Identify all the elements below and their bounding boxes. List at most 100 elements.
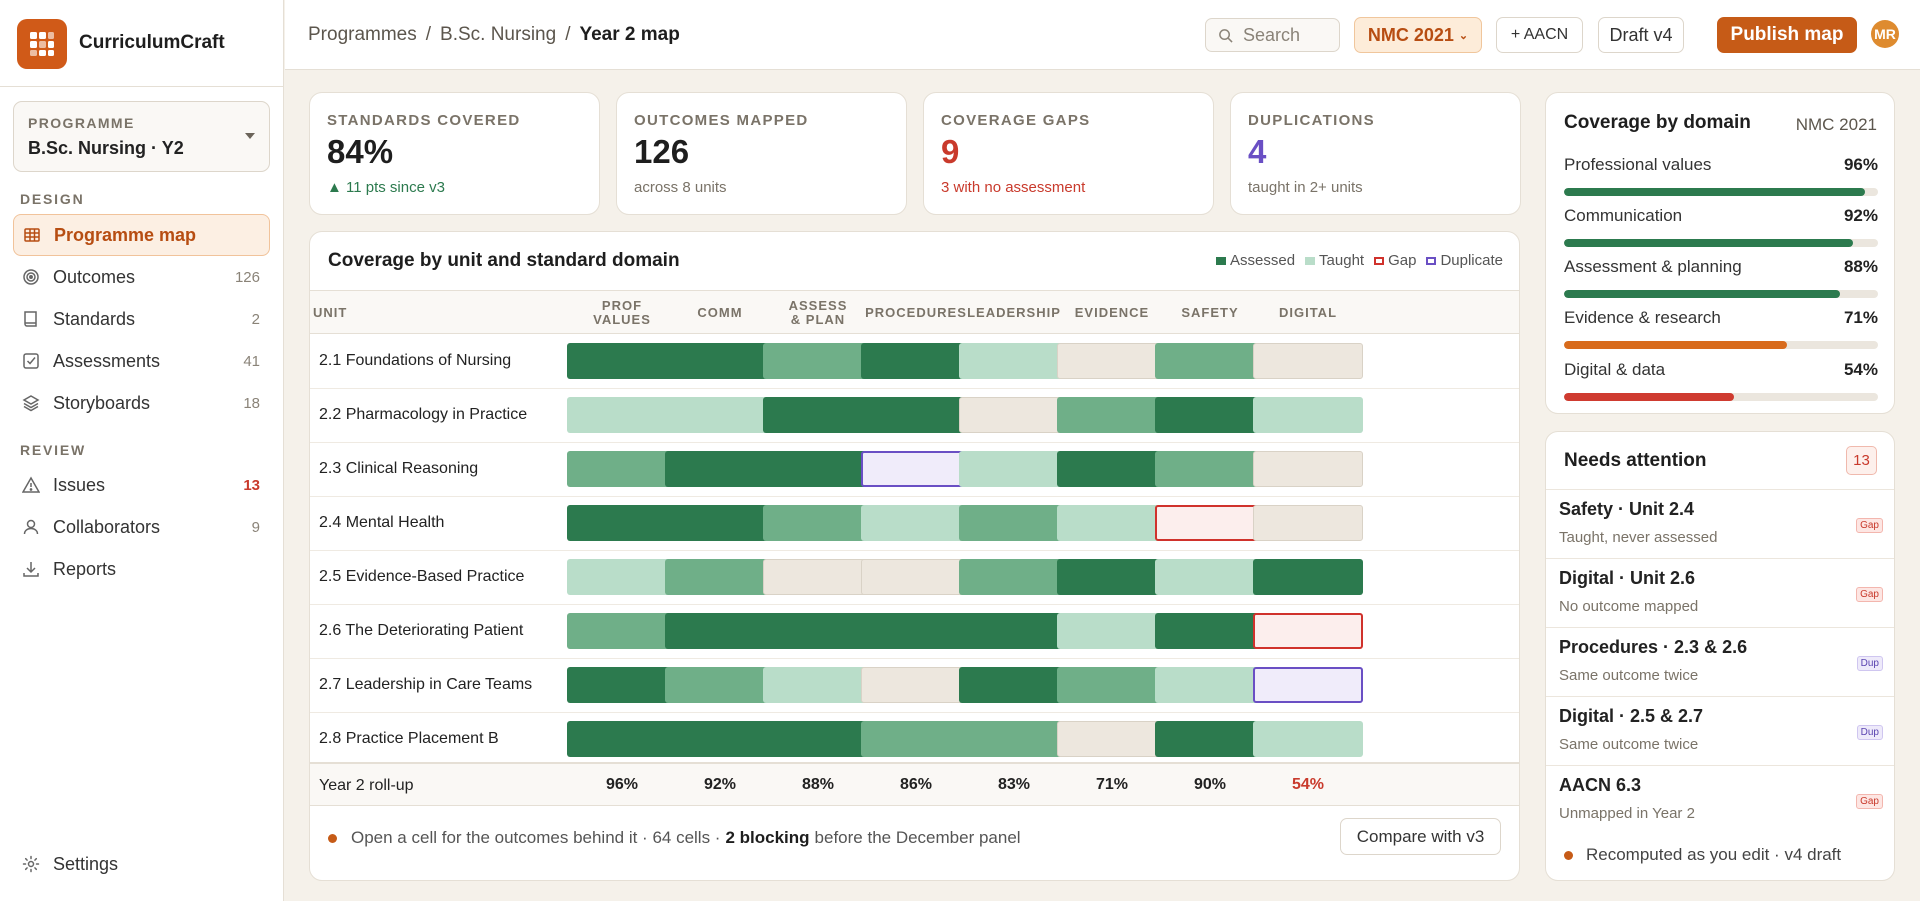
coverage-cell[interactable]: [1155, 343, 1265, 379]
coverage-cell[interactable]: [861, 559, 971, 595]
unit-label[interactable]: 2.3 Clinical Reasoning: [319, 460, 479, 477]
coverage-cell[interactable]: [763, 613, 873, 649]
coverage-cell[interactable]: [1253, 505, 1363, 541]
coverage-cell[interactable]: [665, 667, 775, 703]
coverage-cell[interactable]: [763, 667, 873, 703]
coverage-cell[interactable]: [567, 397, 677, 433]
framework-dropdown[interactable]: NMC 2021 ⌄: [1354, 17, 1482, 53]
compare-with-v3-button[interactable]: Compare with v3: [1340, 818, 1501, 855]
coverage-cell[interactable]: [1253, 613, 1363, 649]
nav-item-reports[interactable]: Reports: [13, 548, 270, 590]
add-aacn-button[interactable]: + AACN: [1496, 17, 1583, 53]
coverage-cell[interactable]: [567, 559, 677, 595]
coverage-cell[interactable]: [1057, 721, 1167, 757]
unit-label[interactable]: 2.1 Foundations of Nursing: [319, 352, 512, 369]
coverage-cell[interactable]: [959, 397, 1069, 433]
coverage-cell[interactable]: [1057, 451, 1167, 487]
coverage-cell[interactable]: [665, 613, 775, 649]
nav-item-assessments[interactable]: Assessments 41: [13, 340, 270, 382]
coverage-cell[interactable]: [959, 667, 1069, 703]
coverage-cell[interactable]: [959, 451, 1069, 487]
nav-item-standards[interactable]: Standards 2: [13, 298, 270, 340]
column-header-prof-values: PROF VALUES: [593, 298, 651, 327]
coverage-cell[interactable]: [1253, 667, 1363, 703]
coverage-cell[interactable]: [665, 397, 775, 433]
nav-item-issues[interactable]: Issues 13: [13, 464, 270, 506]
coverage-bar: [1564, 188, 1878, 196]
coverage-cell[interactable]: [959, 559, 1069, 595]
coverage-cell[interactable]: [567, 505, 677, 541]
coverage-cell[interactable]: [1253, 721, 1363, 757]
unit-label[interactable]: 2.6 The Deteriorating Patient: [319, 622, 524, 639]
attention-item[interactable]: Procedures · 2.3 & 2.6 Same outcome twice…: [1546, 627, 1894, 695]
app-logo[interactable]: [17, 19, 67, 69]
nav-item-outcomes[interactable]: Outcomes 126: [13, 256, 270, 298]
coverage-cell[interactable]: [1155, 397, 1265, 433]
unit-label[interactable]: 2.5 Evidence-Based Practice: [319, 568, 525, 585]
unit-label[interactable]: 2.2 Pharmacology in Practice: [319, 406, 528, 423]
coverage-cell[interactable]: [1155, 721, 1265, 757]
nav-item-collaborators[interactable]: Collaborators 9: [13, 506, 270, 548]
coverage-cell[interactable]: [665, 343, 775, 379]
coverage-cell[interactable]: [1253, 559, 1363, 595]
coverage-cell[interactable]: [861, 451, 971, 487]
coverage-cell[interactable]: [861, 721, 971, 757]
nav-item-settings[interactable]: Settings: [13, 843, 270, 885]
nav-item-programme-map[interactable]: Programme map: [13, 214, 270, 256]
coverage-cell[interactable]: [1155, 667, 1265, 703]
coverage-cell[interactable]: [763, 343, 873, 379]
coverage-cell[interactable]: [1155, 559, 1265, 595]
coverage-cell[interactable]: [1057, 667, 1167, 703]
coverage-cell[interactable]: [1155, 451, 1265, 487]
coverage-cell[interactable]: [1057, 559, 1167, 595]
breadcrumb-bsc-nursing[interactable]: B.Sc. Nursing: [440, 24, 557, 45]
unit-label[interactable]: 2.7 Leadership in Care Teams: [319, 676, 533, 693]
coverage-cell[interactable]: [1253, 343, 1363, 379]
coverage-cell[interactable]: [763, 559, 873, 595]
coverage-cell[interactable]: [665, 451, 775, 487]
coverage-cell[interactable]: [1155, 505, 1265, 541]
coverage-cell[interactable]: [665, 721, 775, 757]
coverage-cell[interactable]: [567, 613, 677, 649]
attention-item[interactable]: Digital · Unit 2.6 No outcome mapped Gap: [1546, 558, 1894, 626]
coverage-cell[interactable]: [763, 451, 873, 487]
unit-label[interactable]: 2.8 Practice Placement B: [319, 730, 499, 747]
coverage-cell[interactable]: [567, 451, 677, 487]
unit-label[interactable]: 2.4 Mental Health: [319, 514, 445, 531]
avatar[interactable]: MR: [1871, 20, 1899, 48]
attention-item[interactable]: Safety · Unit 2.4 Taught, never assessed G…: [1546, 489, 1894, 557]
attention-item[interactable]: AACN 6.3 Unmapped in Year 2 Gap: [1546, 765, 1894, 833]
coverage-cell[interactable]: [763, 505, 873, 541]
nav-item-storyboards[interactable]: Storyboards 18: [13, 382, 270, 424]
coverage-cell[interactable]: [1057, 343, 1167, 379]
coverage-cell[interactable]: [861, 397, 971, 433]
coverage-cell[interactable]: [567, 667, 677, 703]
publish-map-button[interactable]: Publish map: [1717, 17, 1857, 53]
coverage-cell[interactable]: [763, 397, 873, 433]
coverage-cell[interactable]: [861, 505, 971, 541]
coverage-cell[interactable]: [861, 343, 971, 379]
coverage-cell[interactable]: [959, 343, 1069, 379]
coverage-cell[interactable]: [665, 559, 775, 595]
coverage-cell[interactable]: [1057, 505, 1167, 541]
coverage-cell[interactable]: [1253, 451, 1363, 487]
programme-selector[interactable]: PROGRAMME B.Sc. Nursing · Y2: [13, 101, 270, 172]
coverage-cell[interactable]: [959, 505, 1069, 541]
coverage-cell[interactable]: [1057, 397, 1167, 433]
coverage-cell[interactable]: [959, 721, 1069, 757]
coverage-cell[interactable]: [861, 667, 971, 703]
breadcrumb-programmes[interactable]: Programmes: [308, 24, 417, 45]
coverage-cell[interactable]: [567, 343, 677, 379]
coverage-cell[interactable]: [1057, 613, 1167, 649]
attention-item[interactable]: Digital · 2.5 & 2.7 Same outcome twice Dup: [1546, 696, 1894, 764]
coverage-cell[interactable]: [1155, 613, 1265, 649]
sidebar: CurriculumCraft PROGRAMME B.Sc. Nursing …: [0, 0, 284, 901]
coverage-cell[interactable]: [665, 505, 775, 541]
coverage-cell[interactable]: [959, 613, 1069, 649]
coverage-cell[interactable]: [861, 613, 971, 649]
coverage-cell[interactable]: [567, 721, 677, 757]
coverage-cell[interactable]: [1253, 397, 1363, 433]
search-input[interactable]: Search: [1205, 18, 1340, 52]
coverage-cell[interactable]: [763, 721, 873, 757]
draft-version-button[interactable]: Draft v4: [1598, 17, 1684, 53]
